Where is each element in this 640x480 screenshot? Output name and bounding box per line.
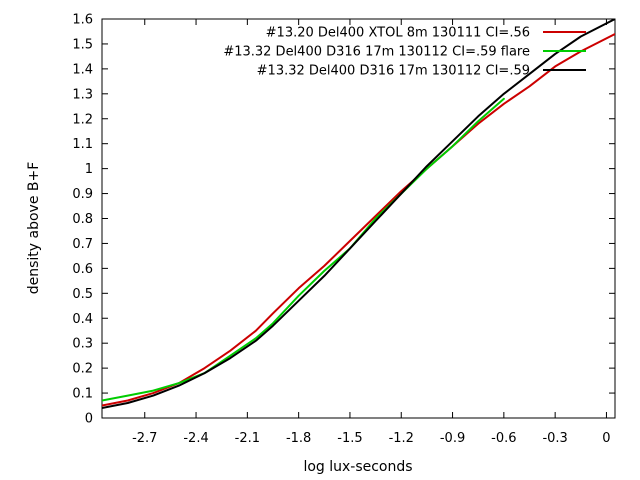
y-tick-label: 0.5 [72, 287, 93, 302]
y-tick-label: 1.6 [72, 13, 93, 28]
y-tick-label: 0 [85, 412, 93, 427]
x-tick-label: -0.6 [491, 431, 516, 446]
y-tick-label: 0.8 [72, 212, 93, 227]
y-tick-label: 0.4 [72, 312, 93, 327]
x-tick-label: -0.9 [440, 431, 465, 446]
x-tick-label: -2.7 [132, 431, 157, 446]
x-tick-label: -2.1 [235, 431, 260, 446]
legend-label-1: #13.20 Del400 XTOL 8m 130111 CI=.56 [266, 26, 530, 41]
x-axis-label: log lux-seconds [303, 459, 412, 475]
y-tick-label: 1.3 [72, 87, 93, 102]
x-tick-label: 0 [602, 431, 610, 446]
y-tick-label: 0.9 [72, 187, 93, 202]
y-axis-label: density above B+F [26, 162, 42, 295]
x-axis-ticks: -2.7 -2.4 -2.1 -1.8 -1.5 -1.2 -0.9 -0.6 -0.3 0 [132, 19, 611, 446]
y-tick-label: 1.2 [72, 112, 93, 127]
legend: #13.20 Del400 XTOL 8m 130111 CI=.56 #13.3… [223, 26, 586, 79]
y-tick-label: 1.5 [72, 37, 93, 52]
y-tick-label: 0.2 [72, 362, 93, 377]
series-line-2 [102, 97, 505, 402]
x-tick-label: -0.3 [542, 431, 567, 446]
x-tick-label: -1.8 [286, 431, 311, 446]
series-line-1 [102, 33, 615, 407]
x-tick-label: -1.5 [337, 431, 362, 446]
legend-label-2: #13.32 Del400 D316 17m 130112 CI=.59 fla… [223, 45, 530, 60]
series-lines [102, 19, 615, 409]
x-tick-label: -1.2 [389, 431, 414, 446]
y-tick-label: 0.3 [72, 337, 93, 352]
series-line-3 [102, 19, 615, 409]
y-tick-label: 1.4 [72, 62, 93, 77]
y-tick-label: 0.7 [72, 237, 93, 252]
legend-label-3: #13.32 Del400 D316 17m 130112 CI=.59 [257, 64, 530, 79]
y-tick-label: 0.6 [72, 262, 93, 277]
y-axis-ticks: 0 0.1 0.2 0.3 0.4 0.5 0.6 0.7 0.8 0.9 1 1.1 1.2 1.3 1.… [72, 13, 615, 427]
x-tick-label: -2.4 [183, 431, 208, 446]
y-tick-label: 1 [85, 162, 93, 177]
y-tick-label: 1.1 [72, 137, 93, 152]
y-tick-label: 0.1 [72, 387, 93, 402]
